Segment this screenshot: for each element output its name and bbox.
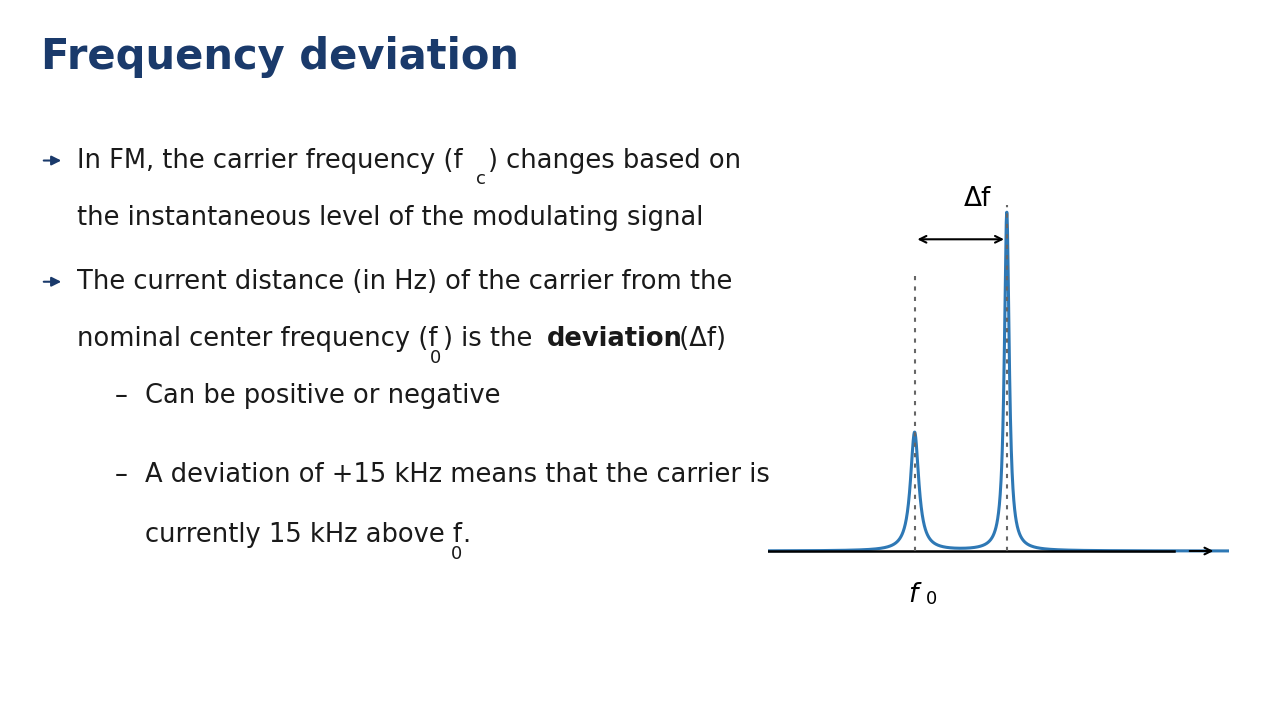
- Text: deviation: deviation: [547, 326, 682, 352]
- Text: The current distance (in Hz) of the carrier from the: The current distance (in Hz) of the carr…: [77, 269, 732, 294]
- Text: Can be positive or negative: Can be positive or negative: [145, 383, 500, 410]
- Text: 0: 0: [430, 349, 442, 367]
- Text: ROHDE&SCHWARZ: ROHDE&SCHWARZ: [1060, 678, 1248, 697]
- Text: the instantaneous level of the modulating signal: the instantaneous level of the modulatin…: [77, 205, 703, 231]
- Text: A deviation of +15 kHz means that the carrier is: A deviation of +15 kHz means that the ca…: [145, 462, 769, 488]
- Text: 0: 0: [925, 590, 937, 608]
- Text: Δf: Δf: [964, 186, 991, 212]
- Text: currently 15 kHz above f: currently 15 kHz above f: [145, 522, 462, 549]
- Text: .: .: [462, 522, 470, 549]
- Text: 0: 0: [451, 544, 462, 562]
- Text: –: –: [115, 383, 128, 410]
- Text: Understanding Frequency Modulation: Understanding Frequency Modulation: [445, 678, 835, 698]
- Text: –: –: [115, 462, 128, 488]
- Text: In FM, the carrier frequency (f: In FM, the carrier frequency (f: [77, 148, 462, 174]
- Text: c: c: [476, 170, 485, 188]
- Text: 5: 5: [26, 678, 41, 698]
- Text: f: f: [908, 582, 918, 608]
- Text: Frequency deviation: Frequency deviation: [41, 36, 518, 78]
- Text: nominal center frequency (f: nominal center frequency (f: [77, 326, 438, 352]
- Text: (Δf): (Δf): [671, 326, 726, 352]
- Text: ) changes based on: ) changes based on: [488, 148, 741, 174]
- Text: ) is the: ) is the: [443, 326, 540, 352]
